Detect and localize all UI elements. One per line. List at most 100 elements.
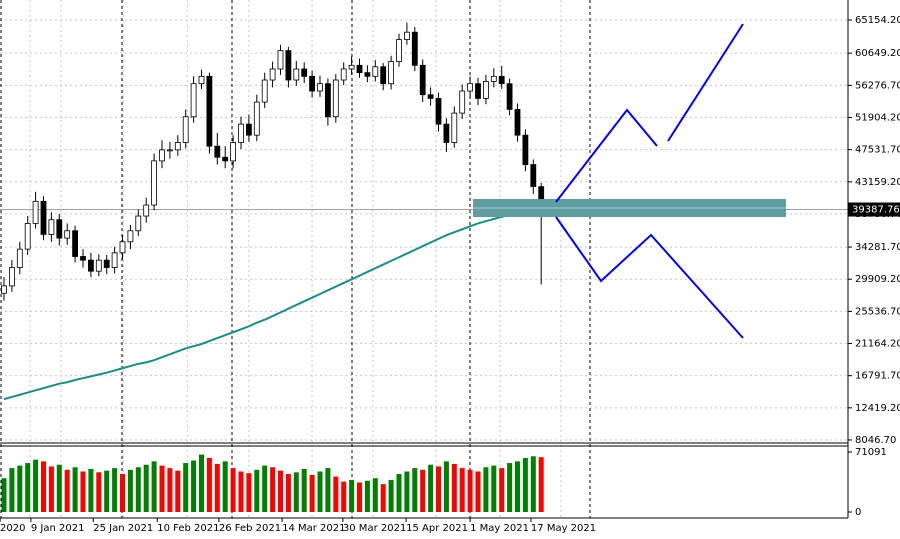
candle-body — [190, 83, 197, 118]
candle-body — [8, 267, 15, 287]
volume-bar — [175, 470, 181, 512]
candle-body — [214, 145, 221, 158]
candle-body — [475, 83, 481, 99]
candle-body — [159, 149, 165, 162]
volume-bar — [80, 471, 86, 512]
y-tick-label: 34281.70 — [855, 242, 900, 253]
candle-body — [277, 50, 284, 70]
x-tick-label: 25 Jan 2021 — [93, 523, 153, 534]
volume-bar — [475, 471, 481, 512]
volume-bar — [183, 463, 189, 512]
candle-body — [103, 259, 110, 268]
candle-body — [459, 90, 466, 114]
candle-body — [364, 72, 371, 77]
candle-body — [80, 256, 86, 261]
volume-bar — [459, 468, 465, 512]
volume-bar — [112, 468, 118, 512]
candle-body — [285, 50, 292, 81]
volume-bar — [278, 470, 283, 512]
candle-body — [372, 66, 379, 77]
volume-bar — [483, 467, 489, 512]
volume-bar — [499, 468, 505, 512]
candle-body — [143, 204, 150, 217]
volume-bar — [380, 484, 386, 512]
y-tick-label: 65154.20 — [855, 15, 900, 26]
candle-body — [32, 200, 39, 224]
candle-body — [403, 31, 410, 40]
x-tick-label: 1 May 2021 — [470, 523, 529, 534]
volume-bar — [317, 471, 323, 512]
candle-body — [332, 79, 339, 118]
volume-bar — [96, 472, 102, 512]
volume-bar — [88, 468, 94, 512]
volume-bar — [230, 468, 236, 512]
candle-body — [380, 66, 387, 85]
volume-bar — [404, 471, 410, 512]
volume-bar — [333, 476, 339, 512]
volume-bar — [64, 469, 70, 512]
candle-body — [230, 142, 237, 162]
y-tick-label: 56276.70 — [855, 80, 900, 91]
volume-bar — [262, 465, 268, 512]
x-tick-label: 9 Jan 2021 — [31, 523, 85, 534]
volume-bar — [41, 461, 46, 512]
candle-body — [348, 64, 355, 70]
candle-body — [451, 112, 458, 143]
axis: 65154.20 60649.20 56276.70 51904.20 47531.70… — [0, 15, 900, 534]
volume-bar — [515, 461, 520, 512]
volume-bar — [388, 479, 394, 512]
last-price-box — [848, 202, 900, 217]
volume-bar — [120, 474, 125, 512]
volume-bar — [396, 474, 402, 512]
volume-bar — [349, 479, 355, 512]
volume-bar — [309, 474, 315, 512]
volume-bar — [451, 463, 457, 512]
volume-bar — [293, 472, 299, 512]
volume-bar — [17, 465, 23, 512]
volume-tick-label: 0 — [855, 507, 861, 518]
candle-body — [411, 31, 418, 66]
candle-body — [56, 219, 63, 239]
last-price-label: 39387.76 — [852, 205, 900, 216]
volume-bar — [412, 468, 418, 512]
candle-body — [253, 101, 260, 136]
x-tick-label: 10 Feb 2021 — [157, 523, 219, 534]
volume-bar — [199, 454, 204, 512]
volume-bar — [443, 461, 449, 512]
y-tick-label: 60649.20 — [855, 48, 900, 59]
candle-body — [135, 215, 142, 232]
volume-bar — [238, 471, 244, 512]
volume-bar — [341, 481, 347, 512]
volume-tick-label: 71091 — [855, 447, 887, 458]
projection-up — [667, 23, 744, 142]
y-tick-label: 29909.20 — [855, 274, 900, 285]
candle-body — [24, 222, 31, 250]
volume-bar — [254, 469, 260, 512]
volume-bar — [538, 457, 544, 512]
candle-body — [88, 259, 94, 272]
candle-body — [317, 83, 323, 92]
volume-bar — [270, 467, 276, 512]
volume-bar — [530, 456, 536, 512]
volume-bar — [33, 459, 39, 512]
candle-body — [340, 68, 347, 81]
volume-bar — [56, 464, 62, 512]
candle-body — [238, 123, 244, 143]
y-tick-label: 16791.70 — [855, 371, 900, 382]
candle-body — [95, 259, 102, 272]
y-tick-label: 43159.20 — [855, 177, 900, 188]
volume-bar — [48, 466, 54, 512]
candle-body — [522, 134, 529, 165]
volume-bar — [246, 473, 252, 512]
y-tick-label: 51904.20 — [855, 112, 900, 123]
x-tick-label: 30 Mar 2021 — [343, 523, 406, 534]
volume-bar — [135, 467, 141, 512]
candle-body — [419, 64, 426, 96]
y-tick-label: 47531.70 — [855, 145, 900, 156]
candle-body — [127, 230, 134, 243]
volume-bar — [72, 467, 78, 512]
candle-body — [514, 109, 521, 136]
volume-bar — [159, 465, 165, 512]
candle-body — [388, 61, 395, 85]
